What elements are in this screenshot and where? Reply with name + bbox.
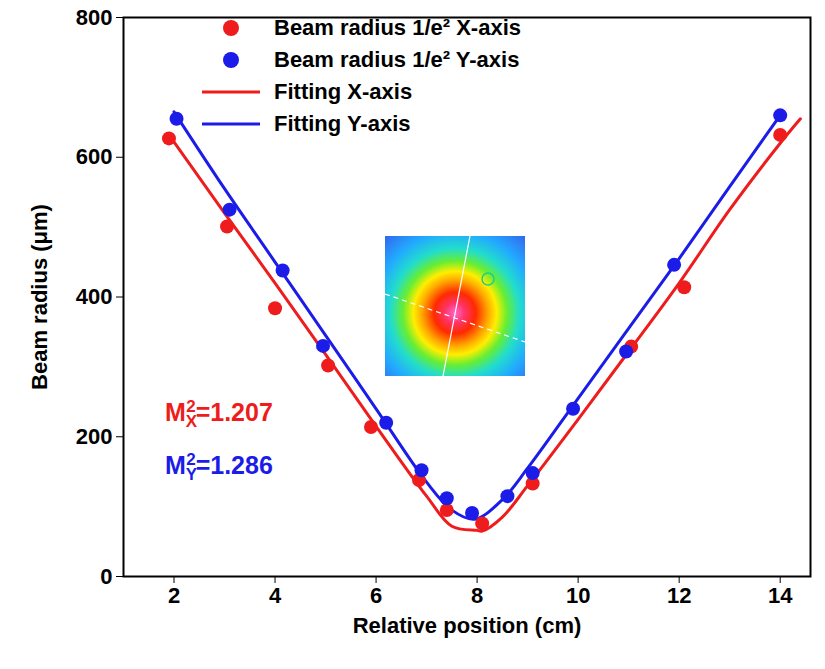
svg-text:400: 400 [76, 284, 113, 309]
svg-text:10: 10 [566, 583, 590, 608]
html-text:MY: MY [165, 451, 198, 485]
svg-text:4: 4 [269, 583, 282, 608]
svg-text:Relative position (cm): Relative position (cm) [353, 613, 582, 638]
html-text:2=1.207: 2=1.207 [186, 397, 273, 427]
svg-text:800: 800 [76, 5, 113, 30]
svg-text:200: 200 [76, 424, 113, 449]
html-text:Beam radius 1/e² Y-axis: Beam radius 1/e² Y-axis [274, 47, 520, 72]
svg-text:600: 600 [76, 144, 113, 169]
html-text:2=1.286: 2=1.286 [186, 450, 273, 480]
svg-text:8: 8 [471, 583, 483, 608]
html-text:MX: MX [165, 398, 198, 432]
svg-text:6: 6 [370, 583, 382, 608]
html-text:Beam radius 1/e² X-axis: Beam radius 1/e² X-axis [274, 15, 521, 40]
html-text:Fitting Y-axis: Fitting Y-axis [274, 111, 411, 136]
svg-text:2: 2 [168, 583, 180, 608]
svg-text:12: 12 [667, 583, 691, 608]
html-text:Fitting X-axis: Fitting X-axis [274, 79, 413, 104]
svg-text:0: 0 [100, 564, 112, 589]
svg-text:14: 14 [768, 583, 793, 608]
svg-text:Beam radius (μm): Beam radius (μm) [27, 204, 52, 390]
